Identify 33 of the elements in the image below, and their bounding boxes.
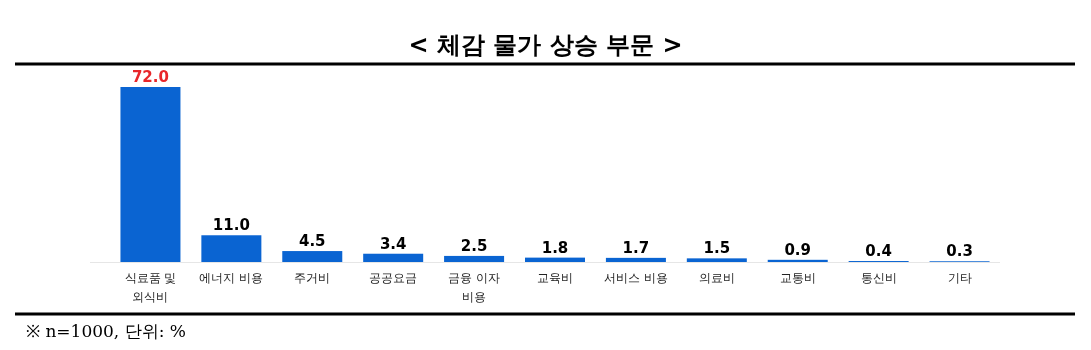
x-tick-label: 교통비 xyxy=(779,271,816,285)
data-label: 1.7 xyxy=(622,238,650,257)
bar xyxy=(444,255,505,262)
x-tick-label: 식료품 및 외식비 xyxy=(124,271,177,304)
x-tick-label: 의료비 xyxy=(698,271,735,285)
text: ※ n=1000, 단위: % xyxy=(26,321,186,341)
data-label: 0.4 xyxy=(865,242,892,261)
x-tick-label: 기타 xyxy=(947,271,972,285)
x-tick-label: 통신비 xyxy=(860,271,897,285)
data-label: 0.9 xyxy=(784,240,812,259)
data-label: 0.3 xyxy=(946,242,973,261)
bar xyxy=(282,251,343,262)
bar xyxy=(605,257,666,262)
data-label: 2.5 xyxy=(460,236,488,255)
data-label: 1.5 xyxy=(703,239,731,258)
bar xyxy=(120,87,181,262)
data-label: 72.0 xyxy=(131,68,169,86)
data-label: 11.0 xyxy=(212,216,250,235)
x-tick-label: 교육비 xyxy=(537,271,573,285)
x-tick-label: 공공요금 xyxy=(369,271,418,285)
bar xyxy=(363,253,424,262)
x-tick-label: 주거비 xyxy=(294,271,331,285)
bar xyxy=(201,235,262,262)
bar xyxy=(525,257,585,262)
chart-title: < 체감 물가 상승 부문 > xyxy=(408,31,683,59)
x-tick-label: 서비스 비용 xyxy=(604,271,668,285)
x-tick-label: 금융 이자 비용 xyxy=(448,271,500,304)
data-label: 1.8 xyxy=(541,238,569,257)
x-tick-label: 에너지 비용 xyxy=(199,271,264,285)
data-label: 4.5 xyxy=(298,232,326,251)
bar xyxy=(686,258,747,262)
bar xyxy=(767,259,828,262)
data-label: 3.4 xyxy=(379,234,407,253)
